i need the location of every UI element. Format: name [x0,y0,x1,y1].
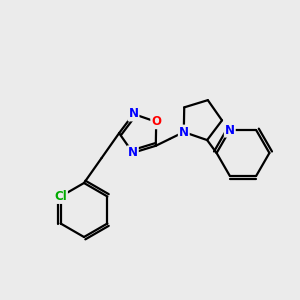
Text: O: O [151,115,161,128]
Text: Cl: Cl [54,190,67,203]
Text: N: N [128,107,139,121]
Text: N: N [225,124,235,136]
Text: N: N [128,146,138,159]
Text: N: N [179,125,189,139]
